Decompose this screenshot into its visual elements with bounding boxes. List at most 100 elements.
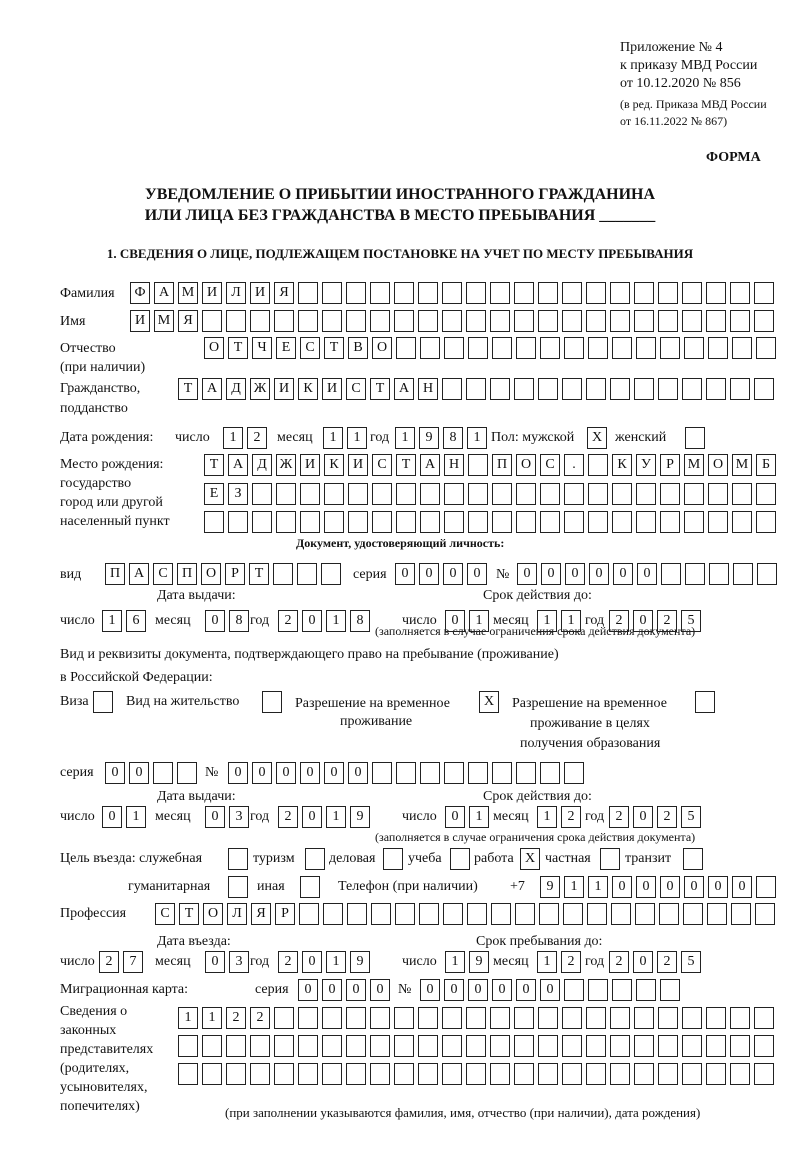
birthplace2-box[interactable] (636, 483, 656, 505)
doc-kind-box[interactable]: П (105, 563, 125, 585)
name-box[interactable] (706, 310, 726, 332)
rep2-box[interactable] (202, 1035, 222, 1057)
citizenship-box[interactable]: К (298, 378, 318, 400)
birthplace3-box[interactable] (756, 511, 776, 533)
entry-month-box[interactable]: 3 (229, 951, 249, 973)
entry-year-box[interactable]: 0 (302, 951, 322, 973)
patronymic-box[interactable] (396, 337, 416, 359)
doc-valid-year-box[interactable]: 2 (609, 610, 629, 632)
surname-box[interactable]: Л (226, 282, 246, 304)
profession-box[interactable]: Р (275, 903, 295, 925)
birth-year-box[interactable]: 1 (467, 427, 487, 449)
patronymic-box[interactable] (564, 337, 584, 359)
right-series-box[interactable] (153, 762, 173, 784)
birthplace1-box[interactable]: Н (444, 454, 464, 476)
name-box[interactable]: И (130, 310, 150, 332)
birthplace2-box[interactable] (300, 483, 320, 505)
right-issue-year-box[interactable]: 0 (302, 806, 322, 828)
rep3-box[interactable] (466, 1063, 486, 1085)
patronymic-box[interactable]: С (300, 337, 320, 359)
doc-number-box[interactable]: 0 (613, 563, 633, 585)
doc-number-box[interactable]: 0 (589, 563, 609, 585)
birthplace3-box[interactable] (300, 511, 320, 533)
birthplace1-box[interactable]: М (732, 454, 752, 476)
right-number-box[interactable] (564, 762, 584, 784)
rep3-box[interactable] (562, 1063, 582, 1085)
right-number-box[interactable]: 0 (228, 762, 248, 784)
citizenship-box[interactable] (754, 378, 774, 400)
patronymic-box[interactable]: Т (324, 337, 344, 359)
birth-day-box[interactable]: 1 (223, 427, 243, 449)
surname-box[interactable] (298, 282, 318, 304)
name-box[interactable] (562, 310, 582, 332)
birthplace2-box[interactable] (372, 483, 392, 505)
doc-kind-box[interactable]: П (177, 563, 197, 585)
rep3-box[interactable] (394, 1063, 414, 1085)
rep3-box[interactable] (514, 1063, 534, 1085)
rep1-box[interactable] (394, 1007, 414, 1029)
phone-box[interactable]: 9 (540, 876, 560, 898)
rep2-box[interactable] (586, 1035, 606, 1057)
birthplace1-box[interactable]: Т (204, 454, 224, 476)
name-box[interactable] (490, 310, 510, 332)
mc-number-box[interactable] (588, 979, 608, 1001)
phone-box[interactable]: 0 (732, 876, 752, 898)
birthplace3-box[interactable] (444, 511, 464, 533)
patronymic-box[interactable]: О (372, 337, 392, 359)
surname-box[interactable] (466, 282, 486, 304)
birthplace2-box[interactable] (420, 483, 440, 505)
birthplace1-box[interactable]: Ж (276, 454, 296, 476)
p-humanitarian-box[interactable] (228, 876, 248, 898)
birth-year-box[interactable]: 1 (395, 427, 415, 449)
right-number-box[interactable] (396, 762, 416, 784)
name-box[interactable] (634, 310, 654, 332)
rep1-box[interactable] (322, 1007, 342, 1029)
surname-box[interactable]: Я (274, 282, 294, 304)
doc-issue-year-box[interactable]: 1 (326, 610, 346, 632)
profession-box[interactable] (395, 903, 415, 925)
rep3-box[interactable] (370, 1063, 390, 1085)
right-number-box[interactable]: 0 (252, 762, 272, 784)
stay-year-box[interactable]: 5 (681, 951, 701, 973)
citizenship-box[interactable]: С (346, 378, 366, 400)
birthplace2-box[interactable] (444, 483, 464, 505)
rep2-box[interactable] (730, 1035, 750, 1057)
birthplace3-box[interactable] (636, 511, 656, 533)
profession-box[interactable] (491, 903, 511, 925)
rep1-box[interactable]: 2 (226, 1007, 246, 1029)
patronymic-box[interactable] (516, 337, 536, 359)
birthplace1-box[interactable]: О (708, 454, 728, 476)
surname-box[interactable] (730, 282, 750, 304)
birthplace3-box[interactable] (516, 511, 536, 533)
surname-box[interactable]: М (178, 282, 198, 304)
birthplace3-box[interactable] (324, 511, 344, 533)
birthplace2-box[interactable] (396, 483, 416, 505)
doc-number-box[interactable]: 0 (565, 563, 585, 585)
right-number-box[interactable] (492, 762, 512, 784)
rep3-box[interactable] (538, 1063, 558, 1085)
right-valid-month-box[interactable]: 2 (561, 806, 581, 828)
name-box[interactable] (226, 310, 246, 332)
birthplace1-box[interactable]: М (684, 454, 704, 476)
rep2-box[interactable] (514, 1035, 534, 1057)
rep1-box[interactable] (586, 1007, 606, 1029)
phone-box[interactable]: 0 (660, 876, 680, 898)
doc-issue-year-box[interactable]: 8 (350, 610, 370, 632)
birthplace2-box[interactable] (540, 483, 560, 505)
right-issue-year-box[interactable]: 9 (350, 806, 370, 828)
surname-box[interactable] (370, 282, 390, 304)
patronymic-box[interactable] (612, 337, 632, 359)
right-number-box[interactable] (468, 762, 488, 784)
right-series-box[interactable] (177, 762, 197, 784)
rep1-box[interactable] (346, 1007, 366, 1029)
citizenship-box[interactable] (706, 378, 726, 400)
rep1-box[interactable] (658, 1007, 678, 1029)
birth-year-box[interactable]: 9 (419, 427, 439, 449)
mc-number-box[interactable] (636, 979, 656, 1001)
rep1-box[interactable] (682, 1007, 702, 1029)
rep3-box[interactable] (658, 1063, 678, 1085)
patronymic-box[interactable]: Т (228, 337, 248, 359)
entry-year-box[interactable]: 9 (350, 951, 370, 973)
doc-valid-year-box[interactable]: 0 (633, 610, 653, 632)
rep1-box[interactable] (298, 1007, 318, 1029)
